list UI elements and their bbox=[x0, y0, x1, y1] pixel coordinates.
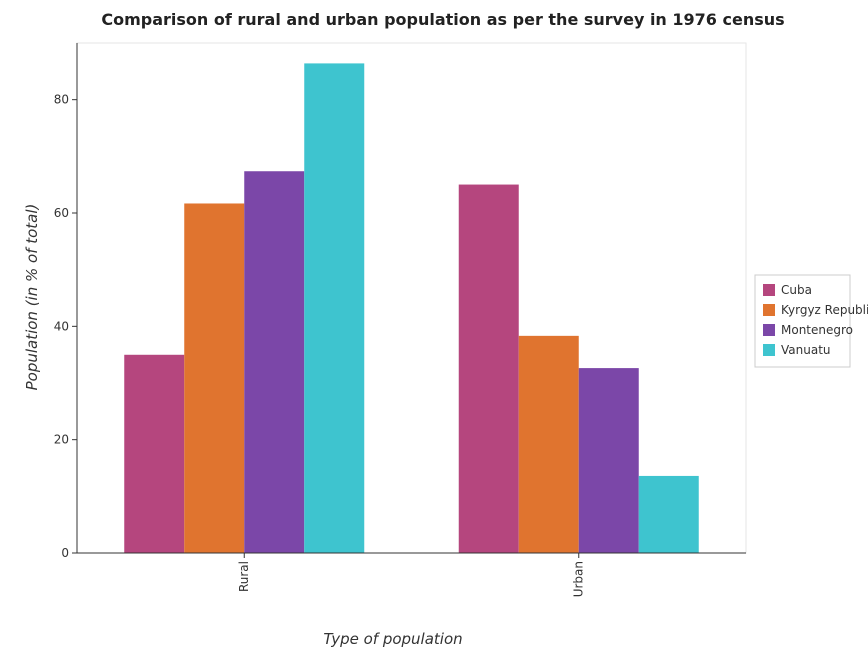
bar-rural-kyrgyz-republic bbox=[184, 203, 245, 554]
y-tick-label: 20 bbox=[54, 433, 69, 447]
plot-area bbox=[76, 42, 747, 554]
legend-label: Kyrgyz Republic bbox=[781, 303, 868, 317]
legend-swatch bbox=[763, 344, 775, 356]
chart-title: Comparison of rural and urban population… bbox=[101, 10, 784, 29]
bar-rural-cuba bbox=[124, 354, 185, 553]
bar-rural-montenegro bbox=[244, 171, 305, 553]
legend-label: Vanuatu bbox=[781, 343, 831, 357]
x-axis: Rural Urban bbox=[237, 553, 585, 597]
bar-urban-kyrgyz-republic bbox=[518, 335, 579, 553]
legend: Cuba Kyrgyz Republic Montenegro Vanuatu bbox=[754, 274, 868, 368]
y-axis: 0 20 40 60 80 bbox=[54, 93, 77, 560]
x-tick-label: Urban bbox=[571, 561, 585, 597]
bar-urban-vanuatu bbox=[638, 475, 699, 553]
x-tick-label: Rural bbox=[237, 561, 251, 592]
x-axis-label: Type of population bbox=[323, 630, 462, 648]
legend-label: Cuba bbox=[781, 283, 812, 297]
y-axis-label: Population (in % of total) bbox=[23, 204, 41, 391]
legend-swatch bbox=[763, 304, 775, 316]
bar-rural-vanuatu bbox=[304, 63, 365, 554]
legend-swatch bbox=[763, 324, 775, 336]
legend-swatch bbox=[763, 284, 775, 296]
y-tick-label: 40 bbox=[54, 319, 69, 333]
legend-label: Montenegro bbox=[781, 323, 853, 337]
bar-urban-cuba bbox=[458, 184, 519, 553]
y-tick-label: 0 bbox=[61, 546, 69, 560]
y-tick-label: 80 bbox=[54, 93, 69, 107]
bar-urban-montenegro bbox=[578, 368, 639, 553]
y-tick-label: 60 bbox=[54, 206, 69, 220]
